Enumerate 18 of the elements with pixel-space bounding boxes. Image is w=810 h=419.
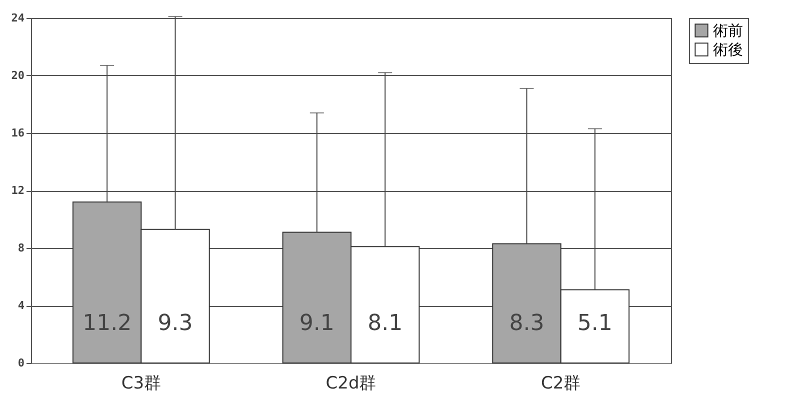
y-tick-label: 12 — [11, 184, 24, 197]
legend-label: 術前 — [713, 22, 743, 40]
data-label: 8.1 — [368, 311, 403, 336]
y-tick-label: 4 — [18, 299, 25, 312]
y-tick-label: 0 — [18, 356, 24, 370]
x-tick-label: C2群 — [540, 374, 581, 394]
y-tick-label: 20 — [11, 69, 24, 82]
data-label: 11.2 — [82, 311, 132, 336]
data-label: 5.1 — [577, 311, 612, 336]
data-label: 9.3 — [158, 311, 193, 336]
legend-label: 術後 — [713, 40, 743, 58]
data-label: 9.1 — [299, 311, 334, 336]
x-tick-label: C2d群 — [326, 374, 376, 394]
y-tick-label: 8 — [18, 242, 24, 254]
y-tick-label: 16 — [11, 126, 25, 140]
x-tick-label: C3群 — [121, 374, 162, 394]
data-label: 8.3 — [509, 311, 544, 336]
y-tick-label: 24 — [11, 12, 25, 24]
